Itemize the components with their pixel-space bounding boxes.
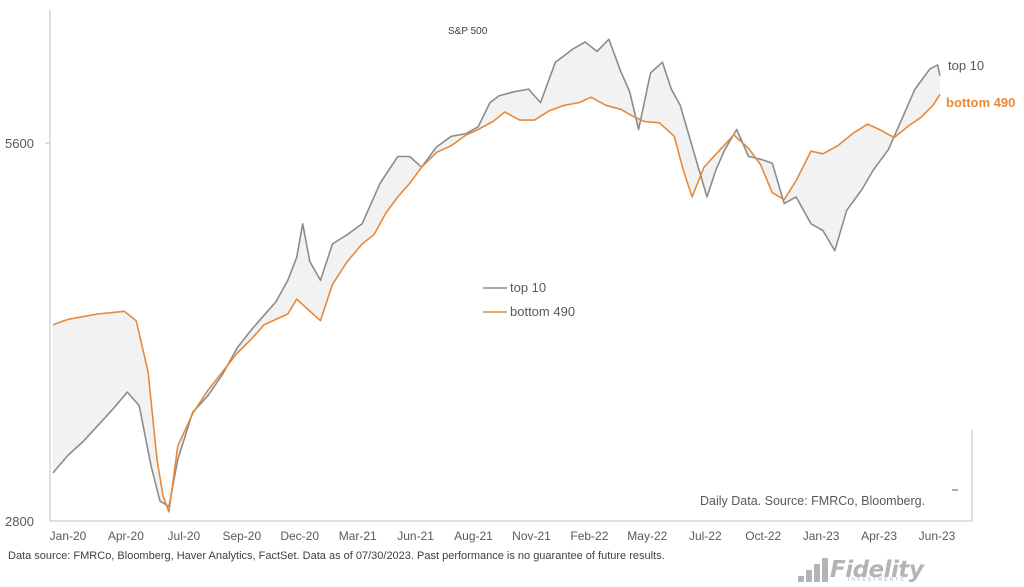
footnote: Data source: FMRCo, Bloomberg, Haver Ana…	[8, 550, 665, 562]
x-tick-label-feb-22: Feb-22	[570, 529, 608, 543]
x-tick-label-jul-22: Jul-22	[689, 529, 722, 543]
end-label-bottom-490: bottom 490	[946, 95, 1015, 110]
x-tick-label-may-22: May-22	[627, 529, 667, 543]
x-tick-label-aug-21: Aug-21	[454, 529, 493, 543]
x-tick-label-dec-20: Dec-20	[280, 529, 319, 543]
fidelity-logo: Fidelity INVESTMENTS	[796, 556, 924, 584]
y-tick-label-2800: 2800	[5, 514, 34, 529]
x-tick-label-oct-22: Oct-22	[745, 529, 781, 543]
legend-label-top-10: top 10	[510, 280, 546, 295]
fidelity-logo-word: Fidelity	[830, 557, 924, 583]
x-tick-label-jul-20: Jul-20	[168, 529, 201, 543]
x-tick-label-jan-20: Jan-20	[50, 529, 87, 543]
x-tick-label-apr-20: Apr-20	[108, 529, 144, 543]
source-note: Daily Data. Source: FMRCo, Bloomberg.	[700, 494, 926, 508]
series-line-top-10	[52, 38, 941, 508]
gap-fill-area	[53, 39, 940, 512]
x-tick-label-jun-23: Jun-23	[919, 529, 956, 543]
x-tick-label-apr-23: Apr-23	[861, 529, 897, 543]
x-tick-label-nov-21: Nov-21	[512, 529, 551, 543]
series-line-bottom-490	[52, 94, 941, 513]
legend-label-bottom-490: bottom 490	[510, 304, 575, 319]
fidelity-logo-subtitle: INVESTMENTS	[848, 577, 906, 583]
x-tick-label-jan-23: Jan-23	[803, 529, 840, 543]
x-tick-label-sep-20: Sep-20	[222, 529, 261, 543]
legend: top 10 bottom 490	[483, 280, 575, 319]
end-label-top-10: top 10	[948, 58, 984, 73]
sp500-annotation: S&P 500	[448, 26, 488, 37]
y-tick-label-5600: 5600	[5, 136, 34, 151]
x-tick-label-jun-21: Jun-21	[397, 529, 434, 543]
x-tick-label-mar-21: Mar-21	[339, 529, 377, 543]
fidelity-pyramid-icon	[798, 558, 828, 582]
x-tick-labels: Jan-20 Apr-20 Jul-20 Sep-20 Dec-20 Mar-21 Jun-…	[50, 529, 956, 543]
